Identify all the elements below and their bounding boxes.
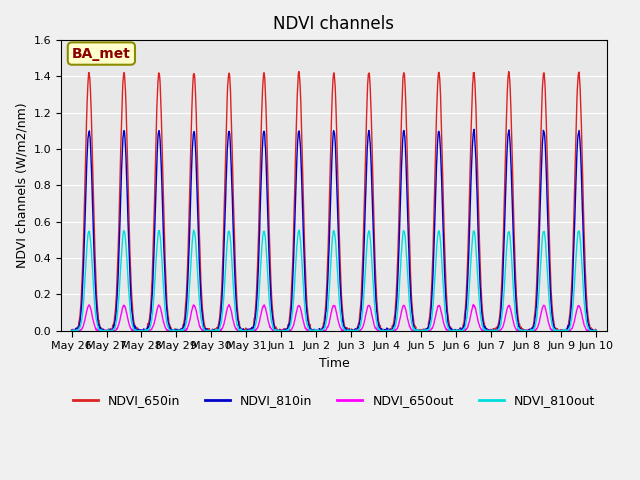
NDVI_810in [484,327,492,333]
X-axis label: Time: Time [319,357,349,370]
NDVI_650out [470,301,477,307]
NDVI_650in [593,327,600,333]
NDVI_810out [243,328,251,334]
NDVI_650in [295,69,303,74]
Title: NDVI channels: NDVI channels [273,15,394,33]
NDVI_810out [484,327,492,333]
Legend: NDVI_650in, NDVI_810in, NDVI_650out, NDVI_810out: NDVI_650in, NDVI_810in, NDVI_650out, NDV… [68,389,600,412]
NDVI_810out [190,227,198,233]
Line: NDVI_810in: NDVI_810in [72,129,596,331]
NDVI_810out [593,327,600,333]
NDVI_650in [243,328,251,334]
NDVI_650out [243,328,251,334]
NDVI_810in [185,259,193,265]
NDVI_650out [415,328,423,334]
NDVI_810out [531,324,538,330]
NDVI_650out [68,328,76,334]
NDVI_810out [184,301,192,307]
NDVI_810in [593,328,600,334]
NDVI_650out [184,323,192,329]
NDVI_810in [68,327,76,333]
Line: NDVI_810out: NDVI_810out [72,230,596,331]
NDVI_810out [415,328,423,334]
NDVI_650out [484,328,492,334]
Line: NDVI_650out: NDVI_650out [72,304,596,331]
NDVI_650in [531,312,538,317]
NDVI_650out [172,328,179,334]
NDVI_650out [593,328,600,334]
Text: BA_met: BA_met [72,47,131,60]
NDVI_810in [470,126,478,132]
NDVI_810out [172,328,179,334]
NDVI_810in [531,320,538,325]
NDVI_650out [531,327,538,333]
NDVI_810in [172,328,180,334]
Y-axis label: NDVI channels (W/m2/nm): NDVI channels (W/m2/nm) [15,103,28,268]
Line: NDVI_650in: NDVI_650in [72,72,596,331]
NDVI_650in [416,327,424,333]
NDVI_650in [185,230,193,236]
NDVI_810in [68,328,76,334]
NDVI_650in [484,328,492,334]
NDVI_810in [415,328,423,334]
NDVI_650in [68,327,76,333]
NDVI_810out [68,328,76,334]
NDVI_650in [68,328,76,334]
NDVI_810in [243,328,251,334]
NDVI_650in [172,328,180,334]
